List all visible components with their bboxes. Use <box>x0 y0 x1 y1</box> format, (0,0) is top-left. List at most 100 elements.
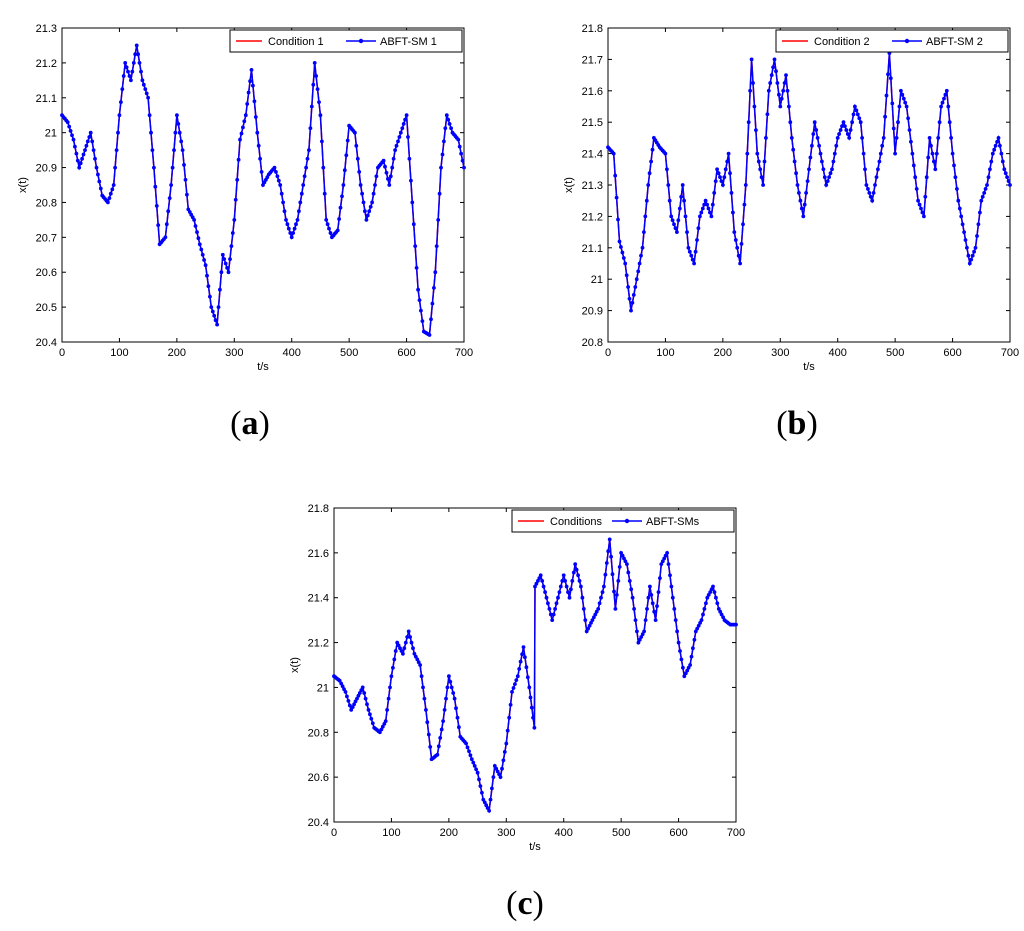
y-tick-label: 21.3 <box>582 180 603 192</box>
series-marker-abft <box>861 151 866 156</box>
series-marker-abft <box>349 708 354 712</box>
series-marker-abft <box>449 126 453 131</box>
series-marker-abft <box>571 570 576 575</box>
series-marker-abft <box>917 202 922 207</box>
series-marker-abft <box>83 148 87 153</box>
series-marker-abft <box>906 116 910 121</box>
series-marker-abft <box>360 191 364 196</box>
series-marker-abft <box>185 192 189 197</box>
series-marker-abft <box>669 584 674 589</box>
series-marker-abft <box>355 156 360 161</box>
series-marker-abft <box>723 167 728 172</box>
series-marker-abft <box>289 235 294 240</box>
series-marker-abft <box>870 198 875 203</box>
series-marker-abft <box>587 623 592 628</box>
y-tick-label: 20.5 <box>36 302 57 314</box>
series-marker-abft <box>110 187 115 192</box>
series-marker-abft <box>252 99 257 104</box>
series-marker-abft <box>245 102 250 106</box>
series-marker-abft <box>327 226 331 231</box>
series-marker-abft <box>286 226 291 231</box>
series-marker-abft <box>623 559 628 564</box>
series-marker-abft <box>164 222 169 227</box>
series-marker-abft <box>276 178 281 183</box>
series-marker-abft <box>429 317 433 322</box>
series-marker-abft <box>691 646 695 651</box>
series-marker-abft <box>640 245 645 250</box>
series-marker-abft <box>792 159 797 164</box>
series-marker-abft <box>525 675 530 680</box>
series-marker-abft <box>396 643 401 648</box>
series-marker-abft <box>347 703 352 708</box>
series-marker-abft <box>533 584 537 589</box>
series-marker-abft <box>652 609 657 614</box>
series-marker-abft <box>235 177 240 182</box>
caption-c-letter: c <box>517 885 533 922</box>
series-marker-abft <box>610 572 615 577</box>
series-marker-abft <box>643 214 648 219</box>
series-marker-abft <box>353 699 358 704</box>
series-marker-abft <box>1008 183 1012 187</box>
series-marker-abft <box>241 125 245 130</box>
series-marker-abft <box>353 130 357 135</box>
series-marker-abft <box>432 286 436 290</box>
series-marker-abft <box>617 239 622 244</box>
series-marker-abft <box>355 696 359 701</box>
series-marker-abft <box>910 151 915 156</box>
series-marker-abft <box>239 131 244 136</box>
series-marker-abft <box>851 112 856 117</box>
series-marker-abft <box>430 301 435 306</box>
series-marker-abft <box>594 609 599 614</box>
series-marker-abft <box>632 607 636 611</box>
x-tick-label: 500 <box>886 347 904 359</box>
series-marker-abft <box>832 151 837 156</box>
series-marker-abft <box>295 218 300 222</box>
series-marker-abft <box>769 73 774 77</box>
series-marker-abft <box>93 156 97 161</box>
series-marker-abft <box>414 266 419 270</box>
series-marker-abft <box>228 257 232 261</box>
series-marker-abft <box>397 135 402 139</box>
series-marker-abft <box>640 632 645 637</box>
series-marker-abft <box>600 590 605 594</box>
series-marker-abft <box>810 143 814 148</box>
series-marker-abft <box>985 183 989 187</box>
series-marker-abft <box>930 151 935 156</box>
series-marker-abft <box>384 170 389 175</box>
x-axis-label: t/s <box>803 361 815 373</box>
series-marker-abft <box>946 104 951 109</box>
series-marker-abft <box>134 43 139 48</box>
series-marker-abft <box>824 183 829 187</box>
series-marker-abft <box>570 579 575 583</box>
series-marker-abft <box>1003 171 1008 176</box>
x-tick-label: 600 <box>397 347 415 359</box>
series-marker-abft <box>620 250 625 255</box>
series-marker-abft <box>911 163 916 168</box>
series-marker-abft <box>683 214 688 219</box>
series-marker-abft <box>294 222 298 227</box>
series-marker-abft <box>731 210 735 215</box>
series-marker-abft <box>825 179 830 184</box>
series-marker-abft <box>219 270 224 275</box>
series-marker-abft <box>422 696 427 701</box>
series-marker-abft <box>390 165 395 170</box>
series-marker-abft <box>88 130 93 135</box>
series-marker-abft <box>297 209 301 214</box>
series-marker-abft <box>428 745 433 749</box>
series-marker-abft <box>180 148 185 153</box>
series-marker-abft <box>920 210 925 215</box>
series-marker-abft <box>643 618 648 622</box>
series-marker-abft <box>356 693 361 698</box>
series-marker-abft <box>426 732 431 737</box>
series-marker-abft <box>154 204 159 208</box>
series-marker-abft <box>302 174 307 179</box>
series-marker-abft <box>433 270 438 275</box>
series-marker-abft <box>900 92 905 97</box>
series-marker-abft <box>969 257 974 262</box>
series-marker-abft <box>663 553 668 558</box>
series-marker-abft <box>794 171 798 176</box>
x-axis-label: t/s <box>257 361 269 373</box>
series-marker-abft <box>592 615 596 620</box>
series-marker-abft <box>67 124 72 129</box>
series-marker-abft <box>472 764 477 768</box>
